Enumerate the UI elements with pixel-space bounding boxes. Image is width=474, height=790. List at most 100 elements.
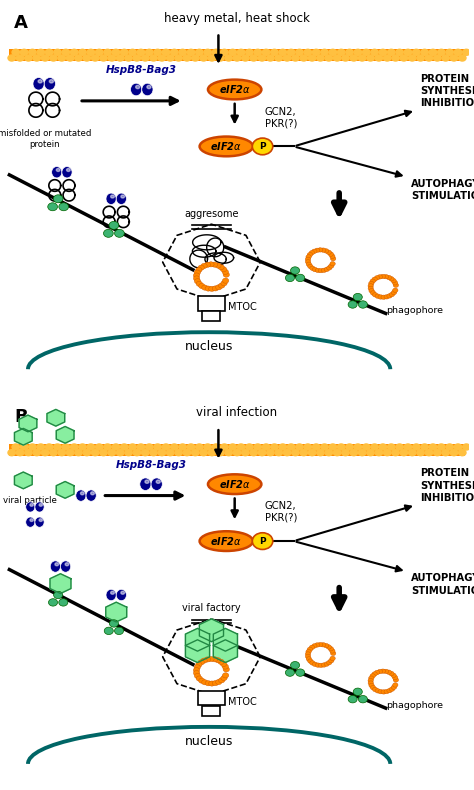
Circle shape	[354, 49, 362, 55]
Text: viral factory: viral factory	[182, 604, 241, 613]
Ellipse shape	[208, 80, 261, 100]
Circle shape	[358, 450, 366, 456]
Circle shape	[330, 261, 335, 266]
Circle shape	[75, 55, 82, 61]
Circle shape	[91, 55, 99, 61]
Circle shape	[219, 283, 225, 288]
Polygon shape	[185, 640, 210, 663]
Circle shape	[129, 444, 137, 450]
Ellipse shape	[116, 193, 127, 205]
Circle shape	[312, 49, 320, 55]
Circle shape	[222, 269, 228, 274]
Circle shape	[30, 519, 33, 521]
Circle shape	[387, 688, 392, 693]
Circle shape	[438, 444, 445, 450]
Text: GCN2,
PKR(?): GCN2, PKR(?)	[265, 107, 297, 128]
Circle shape	[55, 562, 59, 566]
Text: HspB8-Bag3: HspB8-Bag3	[106, 65, 177, 75]
Text: phagophore: phagophore	[386, 701, 443, 709]
Text: viral infection: viral infection	[196, 406, 278, 419]
Circle shape	[196, 662, 202, 668]
Circle shape	[91, 450, 99, 456]
Text: eIF2$\alpha$: eIF2$\alpha$	[210, 141, 242, 152]
Circle shape	[380, 669, 385, 673]
Circle shape	[221, 675, 227, 680]
Circle shape	[283, 450, 291, 456]
Circle shape	[104, 49, 111, 55]
Circle shape	[233, 450, 241, 456]
Circle shape	[20, 444, 28, 450]
Circle shape	[201, 263, 207, 269]
Circle shape	[208, 55, 216, 61]
Circle shape	[100, 55, 107, 61]
Circle shape	[318, 663, 324, 668]
Circle shape	[380, 274, 385, 279]
Circle shape	[314, 248, 320, 253]
Circle shape	[306, 656, 311, 661]
Circle shape	[330, 651, 336, 656]
Circle shape	[225, 55, 232, 61]
Circle shape	[191, 55, 199, 61]
Circle shape	[342, 55, 349, 61]
Circle shape	[342, 450, 349, 456]
Circle shape	[384, 295, 389, 299]
Circle shape	[198, 265, 204, 270]
Circle shape	[191, 450, 199, 456]
Polygon shape	[56, 427, 74, 443]
Circle shape	[219, 678, 225, 683]
Circle shape	[375, 294, 381, 299]
Circle shape	[71, 444, 78, 450]
Circle shape	[305, 260, 311, 264]
Circle shape	[112, 49, 119, 55]
Circle shape	[29, 49, 36, 55]
Circle shape	[387, 294, 392, 298]
Ellipse shape	[76, 490, 86, 502]
Circle shape	[388, 444, 395, 450]
Circle shape	[137, 49, 145, 55]
Circle shape	[136, 85, 140, 88]
Circle shape	[54, 591, 63, 599]
Circle shape	[125, 450, 132, 456]
Circle shape	[417, 450, 424, 456]
Circle shape	[254, 49, 262, 55]
Circle shape	[308, 659, 313, 664]
Circle shape	[202, 285, 208, 290]
Circle shape	[271, 444, 278, 450]
Circle shape	[121, 591, 125, 594]
Circle shape	[242, 55, 249, 61]
Circle shape	[175, 55, 182, 61]
Text: aggresome: aggresome	[184, 209, 239, 219]
Circle shape	[312, 444, 320, 450]
Circle shape	[323, 643, 329, 648]
Circle shape	[204, 444, 211, 450]
Circle shape	[393, 678, 399, 682]
Circle shape	[120, 444, 128, 450]
Ellipse shape	[140, 478, 151, 491]
Circle shape	[421, 49, 428, 55]
Circle shape	[154, 444, 161, 450]
Circle shape	[320, 248, 326, 252]
Circle shape	[369, 288, 374, 293]
Circle shape	[110, 195, 114, 198]
Circle shape	[212, 680, 219, 686]
Circle shape	[287, 49, 295, 55]
Circle shape	[218, 265, 224, 269]
Circle shape	[367, 450, 374, 456]
Circle shape	[95, 444, 103, 450]
Text: misfolded or mutated
protein: misfolded or mutated protein	[0, 130, 91, 149]
Circle shape	[378, 690, 383, 694]
Circle shape	[54, 49, 61, 55]
Circle shape	[217, 450, 224, 456]
Text: GCN2,
PKR(?): GCN2, PKR(?)	[265, 502, 297, 523]
Circle shape	[194, 270, 201, 275]
Circle shape	[166, 450, 174, 456]
Circle shape	[250, 55, 257, 61]
Circle shape	[263, 444, 270, 450]
Polygon shape	[213, 640, 237, 663]
Circle shape	[417, 55, 424, 61]
Circle shape	[389, 276, 394, 281]
Circle shape	[438, 49, 445, 55]
Circle shape	[326, 645, 331, 649]
Circle shape	[315, 663, 320, 668]
Circle shape	[329, 444, 337, 450]
